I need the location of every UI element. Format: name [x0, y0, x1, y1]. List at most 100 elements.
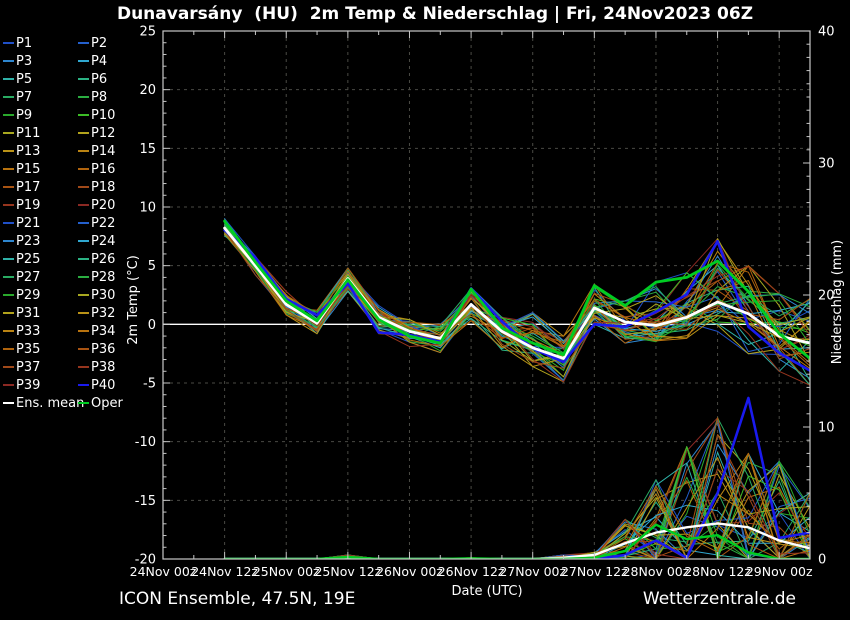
member-temp-line-p38 [224, 229, 810, 369]
legend-line-swatch [3, 366, 14, 368]
y-right-tick-label: 30 [818, 157, 835, 172]
series-group [223, 218, 810, 559]
legend-label: P1 [16, 35, 33, 51]
legend-line-swatch [3, 114, 14, 116]
legend-line-swatch [78, 294, 89, 296]
y-right-tick-label: 20 [818, 289, 835, 304]
legend-item-p31: P31 [3, 304, 40, 322]
member-temp-line-p15 [224, 230, 810, 346]
legend-item-p4: P4 [78, 52, 107, 70]
x-tick-label: 26Nov 00z [376, 564, 443, 579]
legend-line-swatch [78, 186, 89, 188]
legend-label: P26 [91, 251, 116, 267]
legend-item-p21: P21 [3, 214, 40, 232]
legend-label: P6 [91, 71, 108, 87]
member-temp-line-p39 [224, 230, 810, 386]
legend-item-p39: P39 [3, 376, 40, 394]
legend-item-p33: P33 [3, 322, 40, 340]
legend-item-p28: P28 [78, 268, 115, 286]
legend-item-p17: P17 [3, 178, 40, 196]
legend-line-swatch [3, 150, 14, 152]
y-left-tick-label: -5 [143, 377, 156, 392]
legend-line-swatch [78, 258, 89, 260]
legend-line-swatch [3, 258, 14, 260]
legend-line-swatch [78, 132, 89, 134]
legend-label: P28 [91, 269, 116, 285]
legend-label: P15 [16, 161, 41, 177]
legend-label: P5 [16, 71, 33, 87]
watermark-label: Wetterzentrale.de [642, 589, 796, 609]
legend-line-swatch [78, 276, 89, 278]
legend-line-swatch [78, 60, 89, 62]
member-temp-line-p33 [224, 219, 810, 367]
legend-item-p26: P26 [78, 250, 115, 268]
legend-line-swatch [78, 240, 89, 242]
legend-label: P22 [91, 215, 116, 231]
legend-line-swatch [3, 168, 14, 170]
legend-item-p25: P25 [3, 250, 40, 268]
chart-title: Dunavarsány (HU) 2m Temp & Niederschlag … [116, 4, 754, 24]
legend-item-p15: P15 [3, 160, 40, 178]
y-left-tick-label: -15 [135, 494, 156, 509]
legend-line-swatch [78, 366, 89, 368]
legend-label: Ens. mean [16, 395, 85, 411]
y-right-tick-label: 0 [818, 553, 826, 568]
legend-label: P39 [16, 377, 41, 393]
legend-line-swatch [3, 276, 14, 278]
member-precip-line-p40 [223, 396, 810, 559]
member-precip-line-p13 [224, 473, 810, 559]
legend-item-p5: P5 [3, 70, 32, 88]
x-tick-label: 27Nov 00z [499, 564, 566, 579]
legend-item-p13: P13 [3, 142, 40, 160]
legend-line-swatch [3, 240, 14, 242]
member-temp-line-p26 [224, 235, 810, 386]
legend-label: P29 [16, 287, 41, 303]
legend-label: P23 [16, 233, 41, 249]
legend-label: P40 [91, 377, 116, 393]
legend-item-p38: P38 [78, 358, 115, 376]
legend-line-swatch [3, 78, 14, 80]
x-tick-label: 24Nov 12z [191, 564, 258, 579]
legend-label: P18 [91, 179, 116, 195]
x-tick-label: 29Nov 00z [746, 564, 813, 579]
x-axis-title: Date (UTC) [451, 584, 523, 599]
legend-label: P37 [16, 359, 41, 375]
legend-label: P14 [91, 143, 116, 159]
legend-item-ens-mean: Ens. mean [3, 394, 84, 412]
legend-item-p1: P1 [3, 34, 32, 52]
legend-item-p37: P37 [3, 358, 40, 376]
legend-item-p16: P16 [78, 160, 115, 178]
legend-item-p2: P2 [78, 34, 107, 52]
legend-item-p32: P32 [78, 304, 115, 322]
y-right-tick-label: 40 [818, 25, 835, 40]
legend-item-p8: P8 [78, 88, 107, 106]
legend-label: P3 [16, 53, 33, 69]
y-left-tick-label: 20 [139, 83, 156, 98]
legend-line-swatch [3, 348, 14, 350]
legend-line-swatch [3, 384, 14, 386]
legend-label: P16 [91, 161, 116, 177]
y-left-axis-title: 2m Temp (°C) [126, 255, 141, 345]
legend-item-p40: P40 [78, 376, 115, 394]
legend-label: P34 [91, 323, 116, 339]
legend-line-swatch [78, 348, 89, 350]
legend-line-swatch [78, 402, 89, 404]
legend-label: P32 [91, 305, 116, 321]
legend-label: P20 [91, 197, 116, 213]
legend-label: P25 [16, 251, 41, 267]
legend-label: P33 [16, 323, 41, 339]
member-temp-line-p40 [223, 229, 810, 372]
legend-item-p20: P20 [78, 196, 115, 214]
y-right-tick-label: 10 [818, 421, 835, 436]
legend-line-swatch [78, 204, 89, 206]
x-tick-label: 26Nov 12z [438, 564, 505, 579]
legend-label: P27 [16, 269, 41, 285]
legend-label: P30 [91, 287, 116, 303]
legend-line-swatch [3, 186, 14, 188]
legend-label: P11 [16, 125, 41, 141]
legend-item-p10: P10 [78, 106, 115, 124]
legend-item-p24: P24 [78, 232, 115, 250]
legend-label: P21 [16, 215, 41, 231]
legend-line-swatch [78, 222, 89, 224]
